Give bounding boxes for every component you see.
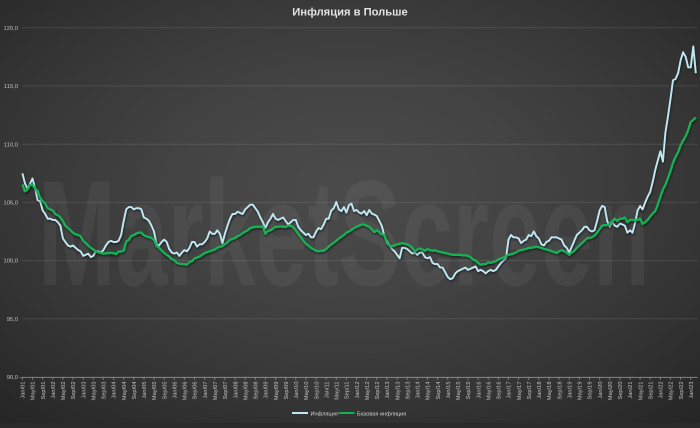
svg-text:Jan/02: Jan/02	[51, 382, 57, 399]
svg-text:Sep/14: Sep/14	[436, 382, 442, 400]
svg-text:Jan/10: Jan/10	[294, 382, 300, 399]
svg-text:Jan/21: Jan/21	[628, 382, 634, 399]
svg-text:Jan/04: Jan/04	[112, 382, 118, 399]
svg-text:May/17: May/17	[517, 382, 523, 401]
svg-text:100,0: 100,0	[3, 259, 18, 265]
svg-text:Jan/15: Jan/15	[446, 382, 452, 399]
svg-text:Sep/21: Sep/21	[648, 382, 654, 400]
svg-text:Sep/13: Sep/13	[405, 382, 411, 400]
svg-text:May/02: May/02	[61, 382, 67, 401]
svg-text:Базовая инфляция: Базовая инфляция	[357, 411, 406, 417]
svg-text:May/11: May/11	[335, 382, 341, 400]
svg-text:90,0: 90,0	[7, 375, 18, 381]
svg-text:Jan/14: Jan/14	[416, 382, 422, 399]
svg-text:Jan/08: Jan/08	[233, 382, 239, 399]
svg-text:Sep/12: Sep/12	[375, 382, 381, 400]
svg-text:Jan/01: Jan/01	[21, 382, 27, 399]
svg-text:Sep/11: Sep/11	[345, 382, 351, 400]
svg-text:May/08: May/08	[243, 382, 249, 401]
svg-text:May/06: May/06	[183, 382, 189, 401]
svg-text:Sep/08: Sep/08	[254, 382, 260, 400]
svg-text:Jan/13: Jan/13	[385, 382, 391, 399]
svg-text:Sep/22: Sep/22	[679, 382, 685, 400]
svg-text:Jan/06: Jan/06	[173, 382, 179, 399]
svg-text:Jan/11: Jan/11	[324, 382, 330, 399]
svg-text:Sep/01: Sep/01	[41, 382, 47, 400]
svg-text:Инфляция в Польше: Инфляция в Польше	[292, 7, 407, 19]
svg-text:95,0: 95,0	[7, 317, 18, 323]
svg-text:Jan/20: Jan/20	[598, 382, 604, 399]
svg-text:May/07: May/07	[213, 382, 219, 401]
svg-text:Sep/09: Sep/09	[284, 382, 290, 400]
svg-text:Sep/03: Sep/03	[102, 382, 108, 400]
svg-text:Sep/18: Sep/18	[557, 382, 563, 400]
svg-text:Jan/22: Jan/22	[659, 382, 665, 399]
svg-text:Sep/02: Sep/02	[71, 382, 77, 400]
svg-text:Jan/18: Jan/18	[537, 382, 543, 399]
svg-text:May/14: May/14	[426, 382, 432, 401]
svg-text:120,0: 120,0	[3, 26, 18, 32]
svg-text:Jan/19: Jan/19	[567, 382, 573, 399]
svg-text:105,0: 105,0	[3, 201, 18, 207]
svg-text:May/18: May/18	[547, 382, 553, 401]
svg-text:May/21: May/21	[638, 382, 644, 401]
svg-text:May/12: May/12	[365, 382, 371, 401]
svg-text:Jan/12: Jan/12	[355, 382, 361, 399]
svg-text:Sep/20: Sep/20	[618, 382, 624, 400]
svg-text:May/09: May/09	[274, 382, 280, 401]
svg-text:Sep/17: Sep/17	[527, 382, 533, 400]
svg-text:Jan/23: Jan/23	[689, 382, 695, 399]
svg-text:May/10: May/10	[304, 382, 310, 401]
svg-text:May/22: May/22	[669, 382, 675, 401]
svg-text:May/16: May/16	[486, 382, 492, 401]
svg-text:May/01: May/01	[31, 382, 37, 401]
svg-text:110,0: 110,0	[4, 142, 18, 148]
svg-text:May/15: May/15	[456, 382, 462, 401]
svg-text:115,0: 115,0	[4, 84, 18, 90]
svg-text:Jan/17: Jan/17	[507, 382, 513, 399]
svg-text:May/03: May/03	[92, 382, 98, 401]
svg-text:Jan/05: Jan/05	[142, 382, 148, 399]
svg-text:Jan/07: Jan/07	[203, 382, 209, 399]
svg-text:Sep/05: Sep/05	[162, 382, 168, 400]
svg-text:Sep/16: Sep/16	[497, 382, 503, 400]
svg-text:Sep/07: Sep/07	[223, 382, 229, 400]
svg-text:May/05: May/05	[152, 382, 158, 401]
svg-text:Jan/09: Jan/09	[264, 382, 270, 399]
svg-text:May/13: May/13	[395, 382, 401, 401]
svg-text:May/20: May/20	[608, 382, 614, 401]
svg-text:Инфляция: Инфляция	[311, 411, 338, 417]
svg-text:May/19: May/19	[578, 382, 584, 401]
svg-text:Jan/03: Jan/03	[81, 382, 87, 399]
svg-text:Sep/15: Sep/15	[466, 382, 472, 400]
svg-text:Sep/10: Sep/10	[314, 382, 320, 400]
svg-text:Jan/16: Jan/16	[476, 382, 482, 399]
svg-text:May/04: May/04	[122, 382, 128, 401]
svg-text:Sep/04: Sep/04	[132, 382, 138, 400]
svg-text:Sep/19: Sep/19	[588, 382, 594, 400]
svg-text:Sep/06: Sep/06	[193, 382, 199, 400]
